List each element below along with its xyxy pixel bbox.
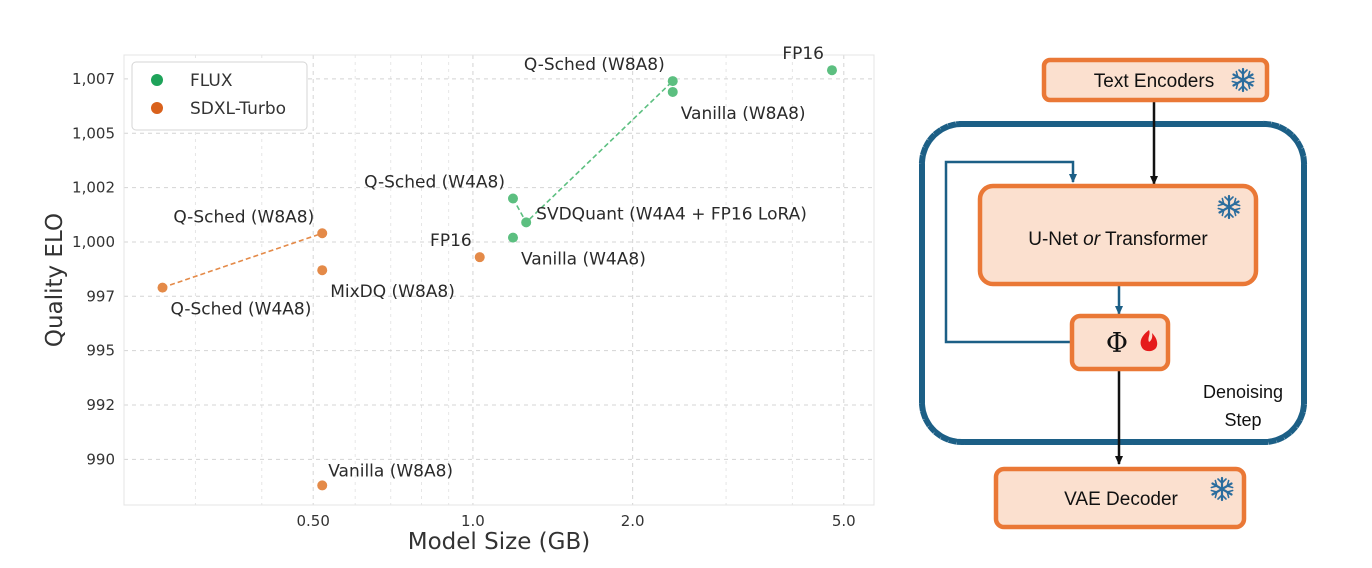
data-point xyxy=(157,282,168,293)
chart-grid xyxy=(124,55,874,505)
data-point xyxy=(317,265,328,276)
text-encoders-box: Text Encoders xyxy=(1041,57,1270,103)
y-tick-label: 992 xyxy=(86,396,115,414)
legend-label-sdxl-turbo: SDXL-Turbo xyxy=(190,99,286,119)
legend-marker-flux xyxy=(151,74,163,86)
legend-label-flux: FLUX xyxy=(190,71,233,91)
point-label: Q-Sched (W8A8) xyxy=(524,55,665,75)
y-tick-label: 1,005 xyxy=(72,124,115,142)
snowflake-icon xyxy=(1231,67,1255,93)
point-label: MixDQ (W8A8) xyxy=(330,282,455,302)
x-tick-label: 2.0 xyxy=(621,512,645,530)
y-tick-label: 995 xyxy=(86,342,115,360)
flame-icon xyxy=(1140,330,1158,352)
denoising-step-boundary xyxy=(919,121,1307,445)
unet-transformer-label: U-Net or Transformer xyxy=(1028,229,1208,250)
data-point xyxy=(508,193,519,204)
data-point xyxy=(508,232,519,243)
data-point xyxy=(317,228,328,239)
y-tick-label: 990 xyxy=(86,450,115,468)
data-points xyxy=(157,65,837,491)
legend: FLUX SDXL-Turbo xyxy=(131,61,308,131)
legend-marker-sdxl-turbo xyxy=(151,102,163,114)
y-axis-ticks: 990 992 995 997 1,000 1,002 1,005 1,007 xyxy=(72,70,115,468)
data-point xyxy=(474,252,485,263)
unet-transformer-box: U-Net or Transformer xyxy=(977,183,1259,287)
legend-box xyxy=(131,61,308,131)
point-label: Vanilla (W4A8) xyxy=(521,250,646,270)
point-label: Q-Sched (W4A8) xyxy=(364,172,505,192)
snowflake-icon xyxy=(1217,194,1241,220)
y-tick-label: 1,002 xyxy=(72,179,115,197)
y-axis-label: Quality ELO xyxy=(42,213,68,347)
x-tick-label: 1.0 xyxy=(461,512,485,530)
phi-label: Φ xyxy=(1106,328,1128,359)
point-label: SVDQuant (W4A4 + FP16 LoRA) xyxy=(536,204,807,224)
data-point xyxy=(521,217,532,228)
point-label: Q-Sched (W4A8) xyxy=(170,300,311,320)
frontier-line-sdxl-turbo xyxy=(162,232,323,289)
phi-box: Φ xyxy=(1069,313,1171,372)
x-axis-label: Model Size (GB) xyxy=(408,529,590,555)
x-tick-label: 0.50 xyxy=(296,512,329,530)
vae-decoder-box: VAE Decoder xyxy=(993,466,1247,530)
frontier-line-flux xyxy=(512,80,674,224)
point-label: Q-Sched (W8A8) xyxy=(173,207,314,227)
plot-area-frame xyxy=(123,54,875,506)
scatter-chart: 0.50 1.0 2.0 5.0 990 992 995 997 1,000 1,002 1,00… xyxy=(42,44,875,555)
data-point xyxy=(667,76,678,87)
y-tick-label: 997 xyxy=(86,287,115,305)
text-encoders-label: Text Encoders xyxy=(1094,71,1214,92)
y-tick-label: 1,000 xyxy=(72,233,115,251)
pipeline-diagram: Text Encoders U-Net or Transformer Φ Den… xyxy=(919,57,1307,530)
vae-decoder-label: VAE Decoder xyxy=(1064,489,1178,510)
point-label: Vanilla (W8A8) xyxy=(681,104,806,124)
point-label: FP16 xyxy=(782,44,824,64)
point-label: FP16 xyxy=(430,231,472,251)
x-axis-ticks: 0.50 1.0 2.0 5.0 xyxy=(296,512,855,530)
loop-back-arrow xyxy=(944,160,1077,344)
data-point xyxy=(826,65,837,76)
snowflake-icon xyxy=(1210,476,1234,502)
denoising-step-label-line1: Denoising xyxy=(1203,382,1283,402)
point-labels: Q-Sched (W4A8) SVDQuant (W4A4 + FP16 LoRA… xyxy=(170,44,823,481)
y-tick-label: 1,007 xyxy=(72,70,115,88)
data-point xyxy=(667,86,678,97)
point-label: Vanilla (W8A8) xyxy=(328,461,453,481)
denoising-step-label-line2: Step xyxy=(1224,410,1261,430)
x-tick-label: 5.0 xyxy=(832,512,856,530)
data-point xyxy=(317,480,328,491)
